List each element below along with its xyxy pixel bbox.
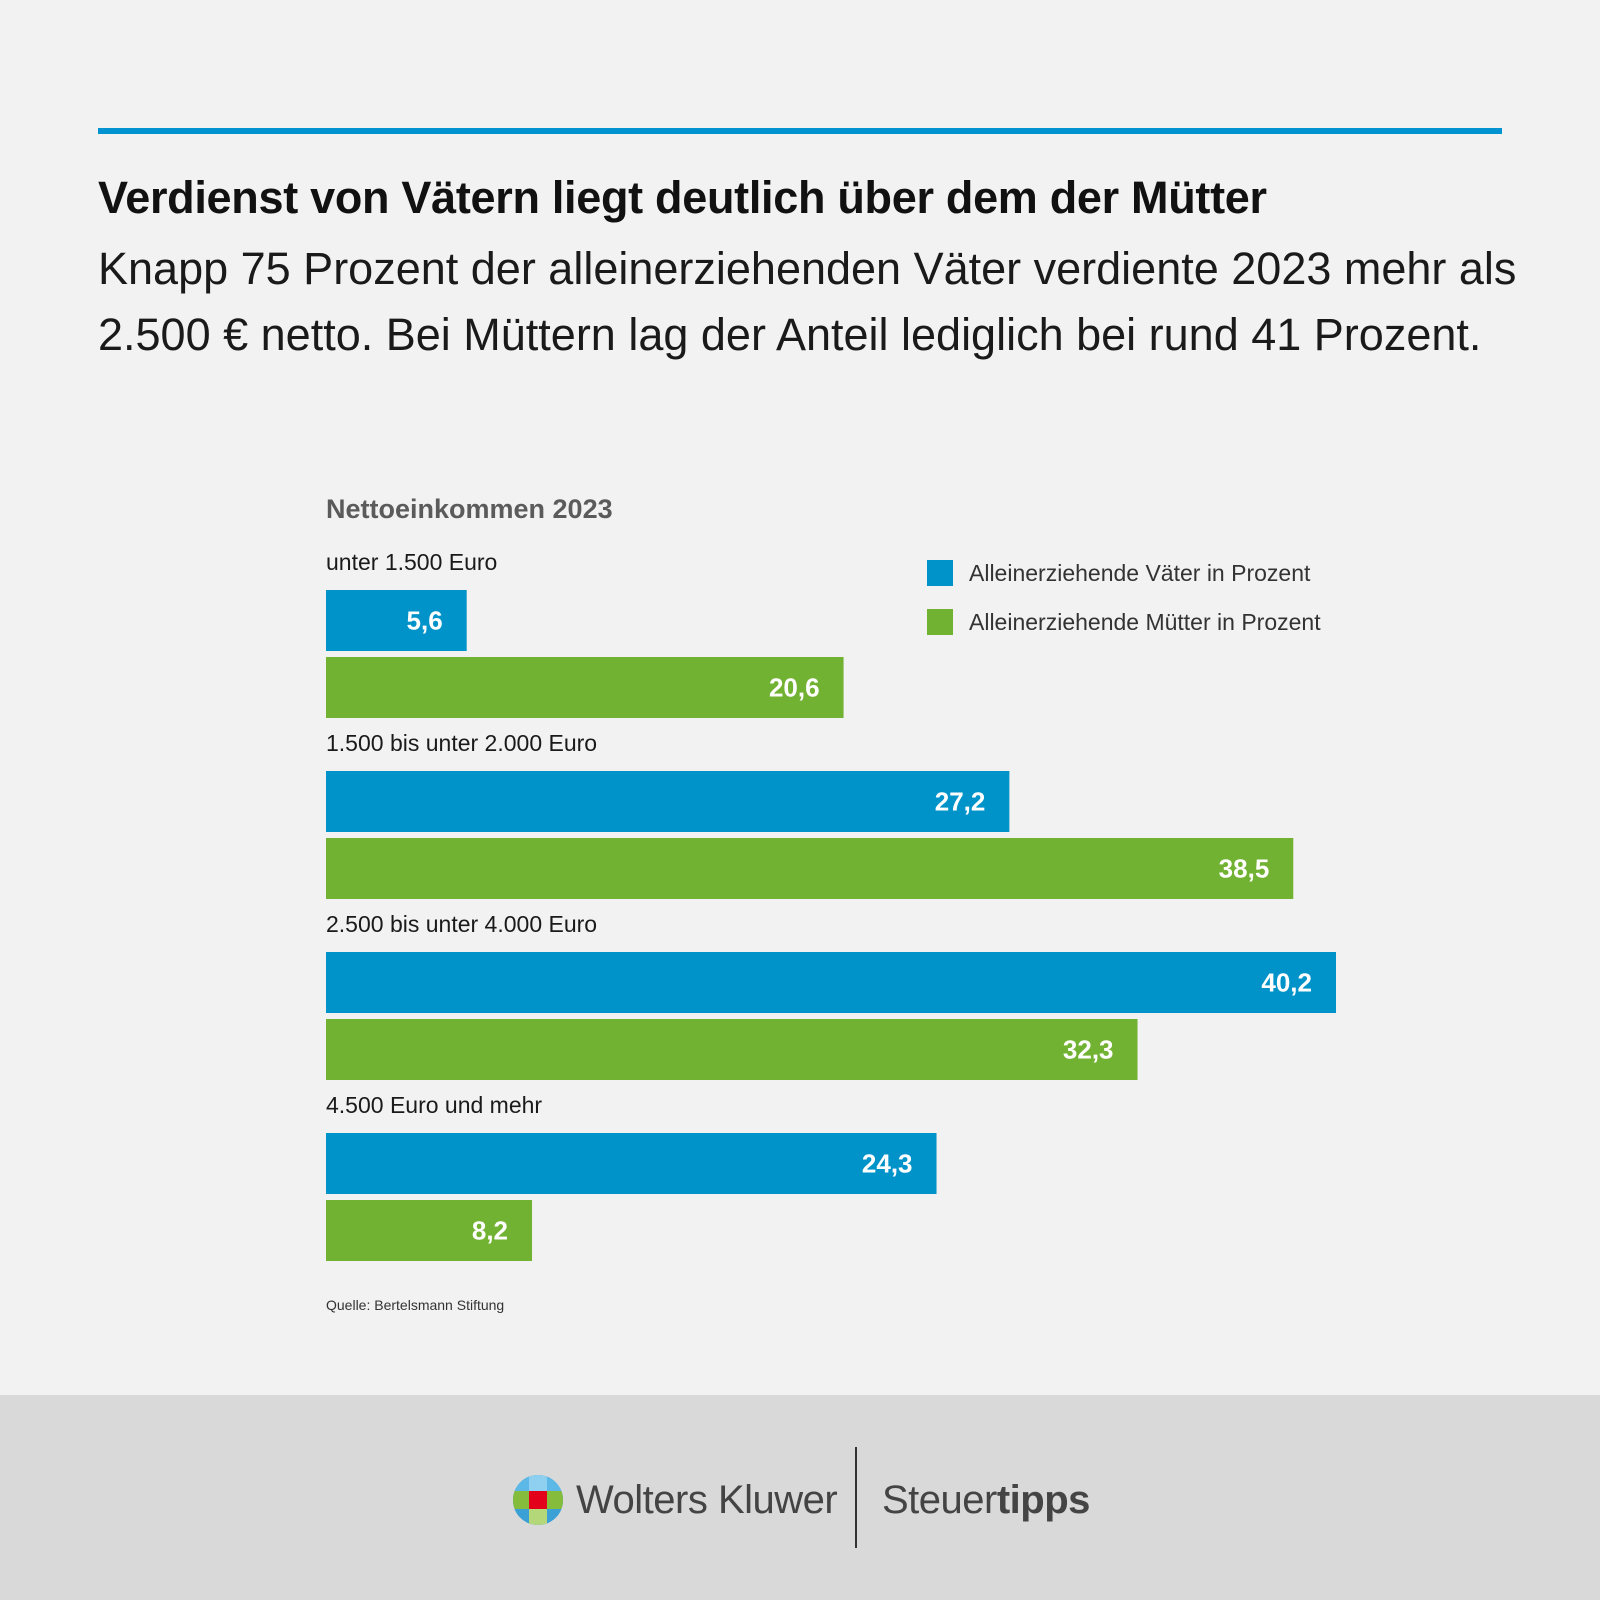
- legend-label: Alleinerziehende Mütter in Prozent: [969, 609, 1321, 635]
- headline: Verdienst von Vätern liegt deutlich über…: [98, 172, 1267, 223]
- legend-swatch: [927, 609, 953, 635]
- category-label: 1.500 bis unter 2.000 Euro: [326, 730, 597, 756]
- bar-muetter: [326, 838, 1294, 899]
- bar-vaeter: [326, 771, 1010, 832]
- brand-name: Wolters Kluwer: [576, 1478, 838, 1522]
- bar-value-label: 40,2: [1261, 968, 1312, 998]
- legend-label: Alleinerziehende Väter in Prozent: [969, 560, 1311, 586]
- bar-value-label: 38,5: [1219, 854, 1270, 884]
- bar-muetter: [326, 1019, 1138, 1080]
- source-note: Quelle: Bertelsmann Stiftung: [326, 1297, 504, 1313]
- bar-value-label: 8,2: [472, 1216, 508, 1246]
- wolters-kluwer-logo-icon: [513, 1475, 563, 1525]
- bar-value-label: 27,2: [935, 787, 986, 817]
- category-label: unter 1.500 Euro: [326, 549, 497, 575]
- legend: Alleinerziehende Väter in Prozent Alleine…: [927, 560, 1321, 635]
- bar-value-label: 32,3: [1063, 1035, 1114, 1065]
- top-accent-rule: [98, 128, 1502, 134]
- footer-divider: [855, 1447, 857, 1548]
- category-label: 4.500 Euro und mehr: [326, 1092, 542, 1118]
- bar-vaeter: [326, 1133, 937, 1194]
- bar-value-label: 24,3: [862, 1149, 913, 1179]
- bar-muetter: [326, 1200, 533, 1261]
- product-name-bold: tipps: [996, 1478, 1091, 1522]
- legend-swatch: [927, 560, 953, 586]
- lead-text: Knapp 75 Prozent der alleinerziehenden V…: [98, 243, 1517, 360]
- bar-vaeter: [326, 590, 467, 651]
- bar-chart: Nettoeinkommen 2023 Alleinerziehende Vät…: [326, 494, 1336, 1313]
- chart-title: Nettoeinkommen 2023: [326, 494, 613, 524]
- bars: unter 1.500 Euro 5,6 20,6 1.500 bis unter 2…: [326, 549, 1336, 1261]
- product-name-regular: Steuer: [882, 1478, 997, 1522]
- category-label: 2.500 bis unter 4.000 Euro: [326, 911, 597, 937]
- bar-muetter: [326, 657, 844, 718]
- bar-value-label: 20,6: [769, 673, 820, 703]
- bar-vaeter: [326, 952, 1336, 1013]
- bar-value-label: 5,6: [407, 606, 443, 636]
- footer-band: [0, 1395, 1600, 1600]
- product-name: Steuertipps: [882, 1478, 1090, 1523]
